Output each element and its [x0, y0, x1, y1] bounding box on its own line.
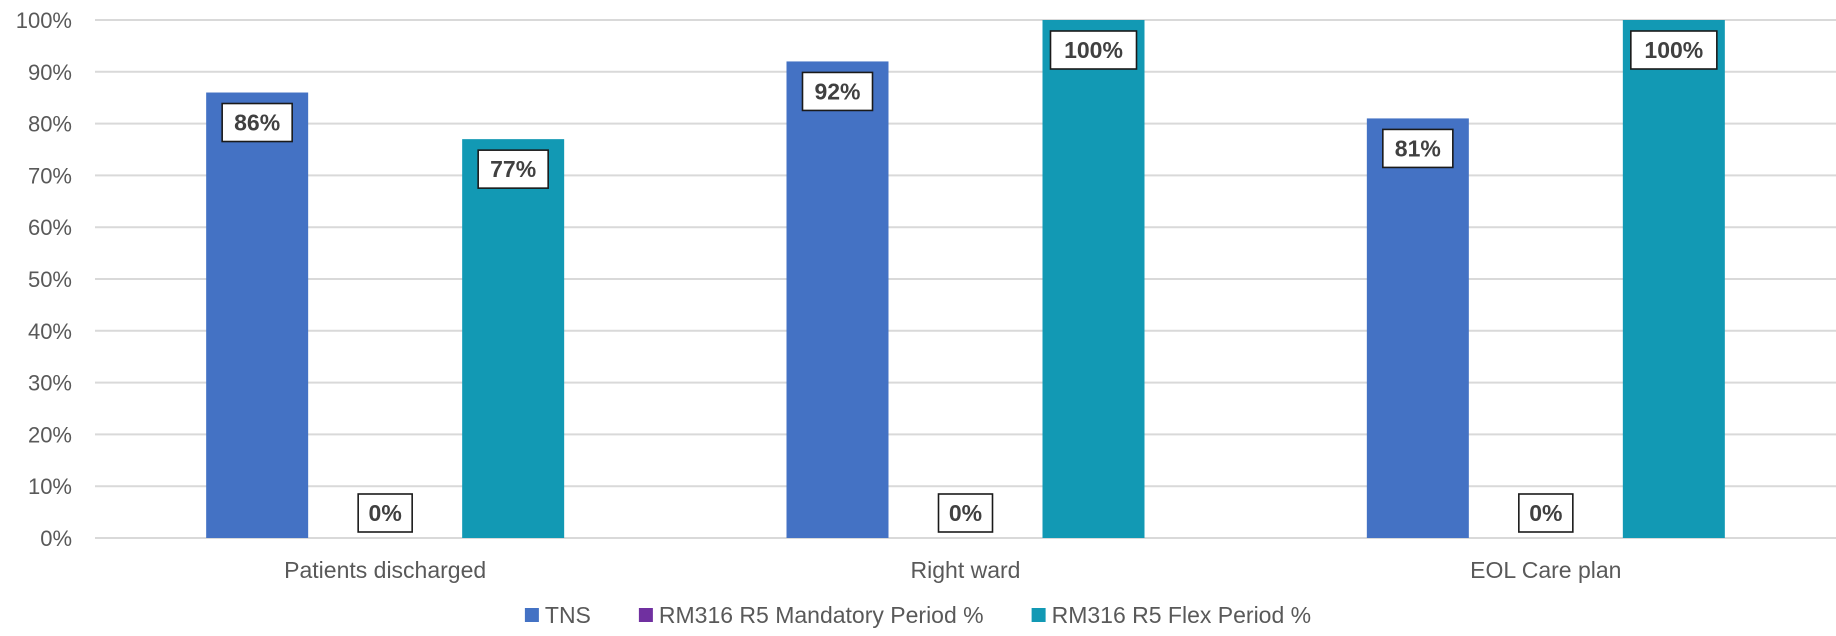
data-label-box — [1518, 493, 1574, 533]
x-category-label: Right ward — [911, 557, 1021, 583]
data-label-box — [937, 493, 994, 533]
data-label-text: 81% — [1395, 135, 1441, 161]
data-label-text: 86% — [234, 110, 280, 136]
bar-3-1 — [462, 139, 565, 538]
x-category-label: Patients discharged — [284, 557, 486, 583]
data-label-box — [221, 102, 293, 143]
y-tick-label: 80% — [28, 112, 72, 137]
y-axis: 0% 10% 20% 30% 40% 50% 60% 70% 80% 90% 100% — [16, 8, 72, 551]
gridlines — [95, 19, 1836, 539]
data-label: 0% — [1518, 493, 1574, 533]
data-label-text: 0% — [949, 500, 982, 526]
legend-item: RM316 R5 Flex Period % — [1031, 602, 1312, 628]
bar-1-1 — [206, 92, 309, 539]
legend-label: RM316 R5 Mandatory Period % — [659, 602, 984, 628]
y-tick-label: 20% — [28, 422, 72, 447]
legend-label: RM316 R5 Flex Period % — [1052, 602, 1312, 628]
y-tick-label: 70% — [28, 163, 72, 188]
data-labels: 86% 92% 81% 0% 0% 0% 77% 100% 100% — [221, 30, 1718, 533]
data-label-text: 100% — [1064, 37, 1123, 63]
data-label-text: 0% — [369, 500, 402, 526]
data-label-box — [801, 71, 874, 112]
data-label: 100% — [1630, 30, 1718, 70]
data-label-text: 92% — [814, 78, 860, 104]
bars — [206, 20, 1725, 539]
data-label-box — [357, 493, 413, 533]
data-label-box — [1630, 30, 1718, 70]
data-label: 86% — [221, 102, 293, 143]
y-tick-label: 40% — [28, 319, 72, 344]
y-tick-label: 10% — [28, 474, 72, 499]
legend-label: TNS — [545, 602, 591, 628]
x-axis: Patients discharged Right ward EOL Care pl… — [284, 557, 1621, 583]
data-label: 0% — [357, 493, 413, 533]
y-tick-label: 30% — [28, 371, 72, 396]
data-label: 100% — [1049, 30, 1138, 70]
legend-item: RM316 R5 Mandatory Period % — [638, 602, 984, 628]
data-label: 81% — [1382, 128, 1454, 169]
data-label-text: 0% — [1529, 500, 1562, 526]
bar-3-2 — [1042, 20, 1145, 538]
y-tick-label: 90% — [28, 60, 72, 85]
x-category-label: EOL Care plan — [1470, 557, 1621, 583]
y-tick-label: 50% — [28, 267, 72, 292]
y-tick-label: 100% — [16, 8, 72, 33]
legend-swatch — [524, 608, 539, 622]
legend-item: TNS — [524, 602, 591, 628]
data-label-box — [1382, 128, 1454, 169]
bar-1-2 — [786, 61, 889, 538]
data-label-text: 100% — [1644, 37, 1703, 63]
data-label: 92% — [801, 71, 874, 112]
bar-1-3 — [1366, 118, 1469, 539]
data-label-box — [1049, 30, 1138, 70]
y-tick-label: 60% — [28, 215, 72, 240]
legend-swatch — [1031, 608, 1046, 622]
data-label-text: 77% — [490, 156, 536, 182]
legend-swatch — [638, 608, 653, 622]
y-tick-label: 0% — [40, 526, 72, 551]
data-label: 0% — [937, 493, 994, 533]
legend: TNS RM316 R5 Mandatory Period % RM316 R5 F… — [524, 602, 1312, 628]
data-label-box — [477, 149, 549, 189]
data-label: 77% — [477, 149, 549, 189]
bar-3-3 — [1622, 20, 1725, 538]
